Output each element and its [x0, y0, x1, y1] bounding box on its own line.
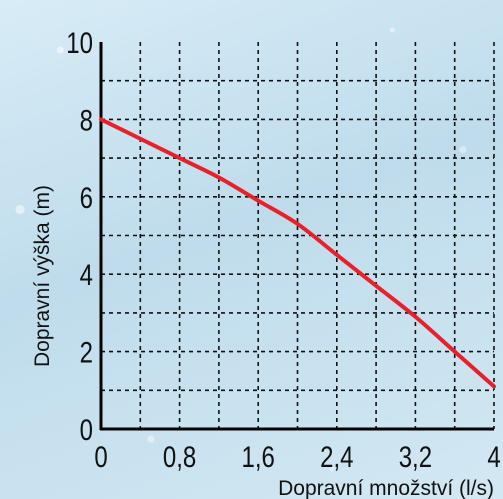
axes — [99, 42, 494, 431]
y-tick-label: 10 — [66, 25, 93, 59]
x-tick-label: 0,8 — [163, 439, 196, 473]
y-tick-label: 0 — [80, 412, 93, 446]
x-tick-label: 4 — [487, 439, 500, 473]
y-axis-label: Dopravní výška (m) — [31, 185, 54, 367]
tick-labels: 0 0,8 1,6 2,4 3,2 4 0 2 4 6 8 10 — [66, 25, 500, 473]
y-tick-label: 2 — [80, 335, 93, 369]
y-tick-label: 6 — [80, 180, 93, 214]
x-tick-label: 2,4 — [320, 439, 353, 473]
y-tick-label: 8 — [80, 103, 93, 137]
x-tick-label: 3,2 — [399, 439, 432, 473]
x-axis-label: Dopravní množství (l/s) — [278, 477, 494, 499]
x-tick-label: 0 — [94, 439, 107, 473]
y-tick-label: 4 — [80, 258, 93, 292]
x-tick-label: 1,6 — [242, 439, 275, 473]
grid — [101, 42, 495, 429]
series — [99, 117, 496, 389]
series-line — [99, 117, 496, 389]
